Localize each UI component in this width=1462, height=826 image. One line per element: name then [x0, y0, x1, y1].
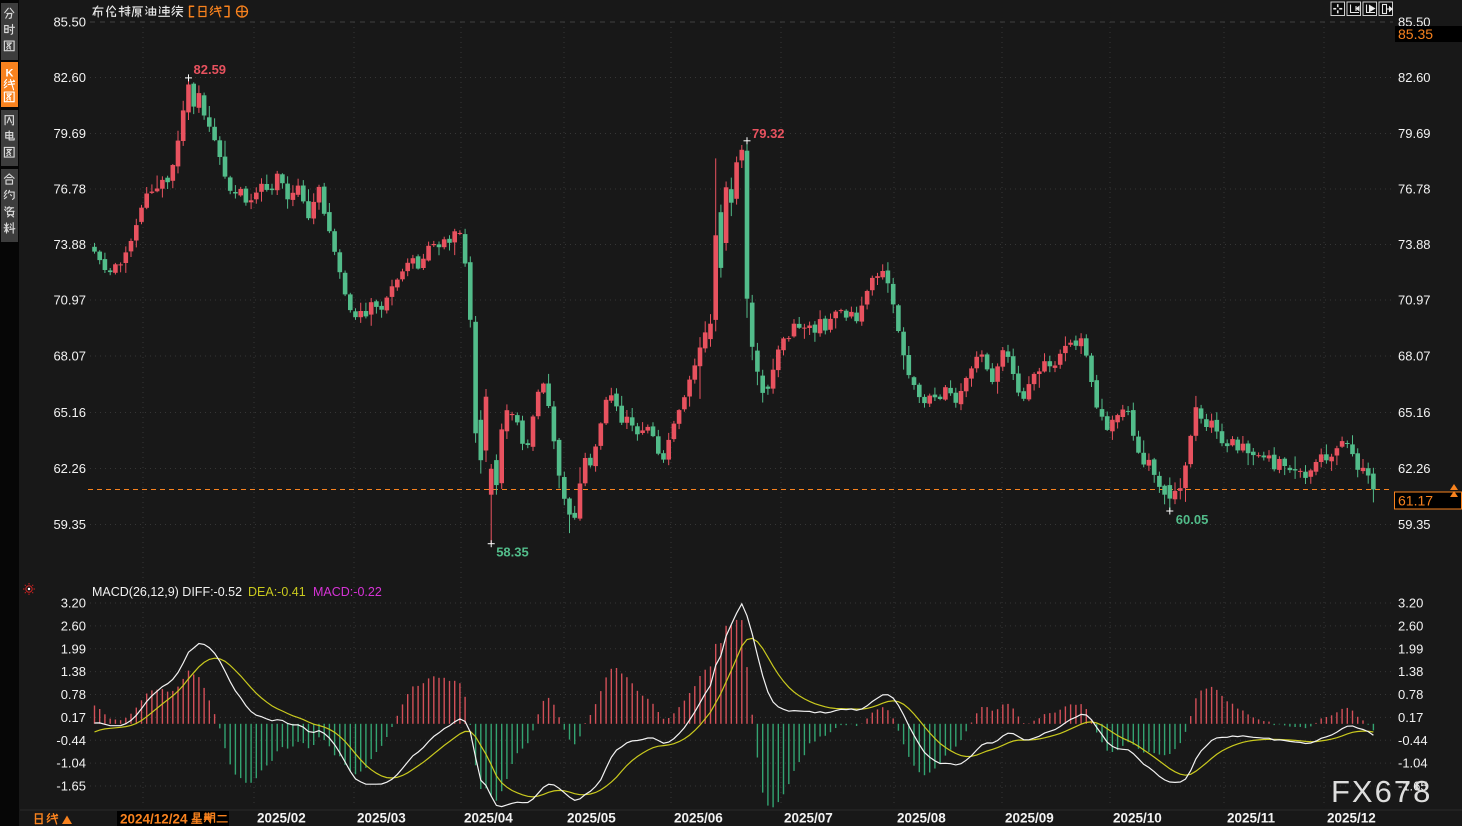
svg-text:76.78: 76.78 — [53, 182, 86, 197]
svg-text:82.60: 82.60 — [53, 70, 86, 85]
svg-text:2025/02: 2025/02 — [257, 811, 306, 826]
svg-text:0.17: 0.17 — [61, 710, 86, 725]
svg-text:65.16: 65.16 — [53, 405, 86, 420]
svg-text:82.60: 82.60 — [1398, 70, 1431, 85]
svg-text:0.17: 0.17 — [1398, 710, 1423, 725]
svg-text:DEA:-0.41: DEA:-0.41 — [248, 585, 306, 599]
svg-text:62.26: 62.26 — [1398, 461, 1431, 476]
svg-text:73.88: 73.88 — [1398, 237, 1431, 252]
svg-text:70.97: 70.97 — [53, 293, 86, 308]
svg-text:MACD(26,12,9) DIFF:-0.52: MACD(26,12,9) DIFF:-0.52 — [92, 585, 242, 599]
svg-text:2025/07: 2025/07 — [784, 811, 833, 826]
svg-text:62.26: 62.26 — [53, 461, 86, 476]
svg-text:-0.44: -0.44 — [1398, 733, 1428, 748]
svg-text:-1.65: -1.65 — [56, 779, 86, 794]
svg-text:-0.44: -0.44 — [56, 733, 86, 748]
svg-text:2.60: 2.60 — [1398, 618, 1423, 633]
svg-text:3.20: 3.20 — [61, 596, 86, 611]
svg-text:79.69: 79.69 — [1398, 126, 1431, 141]
svg-text:79.69: 79.69 — [53, 126, 86, 141]
svg-text:1.99: 1.99 — [61, 641, 86, 656]
svg-text:65.16: 65.16 — [1398, 405, 1431, 420]
svg-text:58.35: 58.35 — [496, 545, 529, 560]
svg-text:2025/10: 2025/10 — [1113, 811, 1162, 826]
svg-text:-1.65: -1.65 — [1398, 779, 1428, 794]
svg-text:2025/12: 2025/12 — [1327, 811, 1376, 826]
svg-text:FX678: FX678 — [1331, 774, 1432, 809]
svg-text:2025/04: 2025/04 — [464, 811, 513, 826]
svg-text:2025/08: 2025/08 — [897, 811, 946, 826]
svg-text:3.20: 3.20 — [1398, 596, 1423, 611]
svg-text:2025/03: 2025/03 — [357, 811, 406, 826]
svg-text:1.38: 1.38 — [1398, 664, 1423, 679]
svg-text:-1.04: -1.04 — [1398, 756, 1428, 771]
svg-text:70.97: 70.97 — [1398, 293, 1431, 308]
svg-text:2025/09: 2025/09 — [1005, 811, 1054, 826]
svg-text:MACD:-0.22: MACD:-0.22 — [313, 585, 382, 599]
svg-text:K: K — [6, 68, 14, 80]
svg-text:79.32: 79.32 — [752, 126, 785, 141]
svg-text:1.38: 1.38 — [61, 664, 86, 679]
svg-text:61.17: 61.17 — [1398, 493, 1433, 509]
svg-text:2.60: 2.60 — [61, 618, 86, 633]
svg-text:85.50: 85.50 — [1398, 15, 1431, 30]
svg-text:85.50: 85.50 — [53, 15, 86, 30]
svg-text:2025/11: 2025/11 — [1227, 811, 1276, 826]
svg-text:1.99: 1.99 — [1398, 641, 1423, 656]
svg-text:59.35: 59.35 — [53, 517, 86, 532]
svg-text:2024/12/24: 2024/12/24 — [120, 812, 188, 826]
svg-text:2025/05: 2025/05 — [567, 811, 616, 826]
svg-text:85.35: 85.35 — [1398, 26, 1433, 42]
svg-text:73.88: 73.88 — [53, 237, 86, 252]
svg-text:68.07: 68.07 — [1398, 349, 1431, 364]
svg-text:0.78: 0.78 — [1398, 687, 1423, 702]
svg-text:0.78: 0.78 — [61, 687, 86, 702]
svg-text:2025/06: 2025/06 — [674, 811, 723, 826]
svg-text:76.78: 76.78 — [1398, 182, 1431, 197]
svg-text:68.07: 68.07 — [53, 349, 86, 364]
svg-text:82.59: 82.59 — [194, 62, 227, 77]
svg-text:59.35: 59.35 — [1398, 517, 1431, 532]
svg-text:60.05: 60.05 — [1176, 512, 1209, 527]
svg-text:-1.04: -1.04 — [56, 756, 86, 771]
